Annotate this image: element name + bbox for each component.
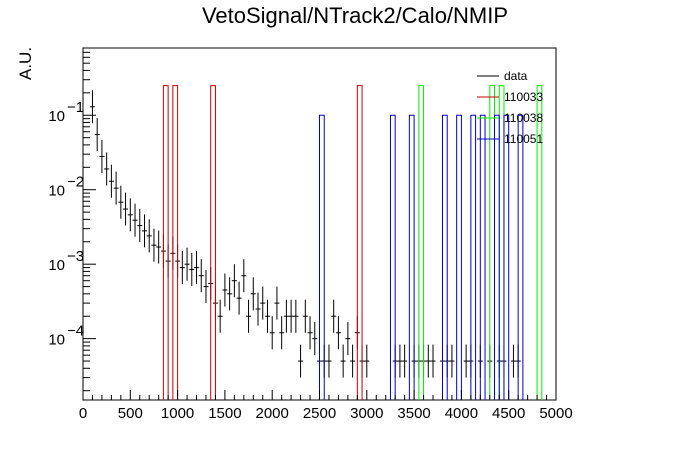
hist-bin-110051 <box>479 114 486 400</box>
x-tick-label: 0 <box>79 405 87 422</box>
hist-bin-110038 <box>489 85 496 400</box>
y-tick-base: 10 <box>48 332 65 349</box>
hist-bin-110033 <box>172 85 179 400</box>
x-tick-label: 1000 <box>161 405 194 422</box>
axes-layer: 0 500 1000 1500 2000 2500 3000 3500 4000 4500 5000… <box>48 47 573 422</box>
hist-bin-110051 <box>470 114 477 400</box>
legend-label: 110038 <box>504 111 543 125</box>
x-tick-label: 4000 <box>445 405 478 422</box>
series-layer <box>89 85 543 400</box>
y-tick-base: 10 <box>48 183 65 200</box>
x-tick-label: 4500 <box>492 405 525 422</box>
x-tick-label: 1500 <box>208 405 241 422</box>
y-tick-label: 10 <box>48 332 65 349</box>
y-tick-exponent: −3 <box>67 248 84 265</box>
hist-bin-110051 <box>389 114 396 400</box>
hist-bin-110051 <box>494 114 500 400</box>
y-axis-label: A.U. <box>16 47 35 80</box>
hist-bin-110051 <box>408 114 415 400</box>
y-tick-label: 10 <box>48 108 65 125</box>
hist-bin-110038 <box>418 85 425 400</box>
hist-bin-110051 <box>319 114 325 400</box>
hist-bin-110038 <box>536 85 543 400</box>
x-tick-label: 3000 <box>350 405 383 422</box>
hist-bin-110051 <box>441 114 448 400</box>
legend-label: 110051 <box>504 132 543 146</box>
chart-title: VetoSignal/NTrack2/Calo/NMIP <box>202 3 508 28</box>
x-tick-label: 3500 <box>397 405 430 422</box>
y-tick-label: 10 <box>48 257 65 274</box>
y-tick-base: 10 <box>48 257 65 274</box>
y-tick-exponent: −1 <box>67 99 84 116</box>
hist-bin-110033 <box>210 85 216 400</box>
y-tick-exponent: −2 <box>67 174 84 191</box>
hist-bin-110051 <box>503 114 510 400</box>
legend-label: 110033 <box>504 90 543 104</box>
x-tick-label: 2000 <box>256 405 289 422</box>
hist-bin-110051 <box>517 114 524 400</box>
x-tick-label: 5000 <box>539 405 572 422</box>
hist-bin-110033 <box>356 85 363 400</box>
x-tick-label: 500 <box>118 405 143 422</box>
y-tick-exponent: −4 <box>67 323 84 340</box>
legend-label: data <box>504 69 528 83</box>
y-tick-base: 10 <box>48 108 65 125</box>
x-tick-label: 2500 <box>303 405 336 422</box>
hist-bin-110033 <box>162 85 169 400</box>
hist-bin-110051 <box>456 114 462 400</box>
y-tick-label: 10 <box>48 183 65 200</box>
legend: data 110033 110038 110051 <box>477 69 543 146</box>
